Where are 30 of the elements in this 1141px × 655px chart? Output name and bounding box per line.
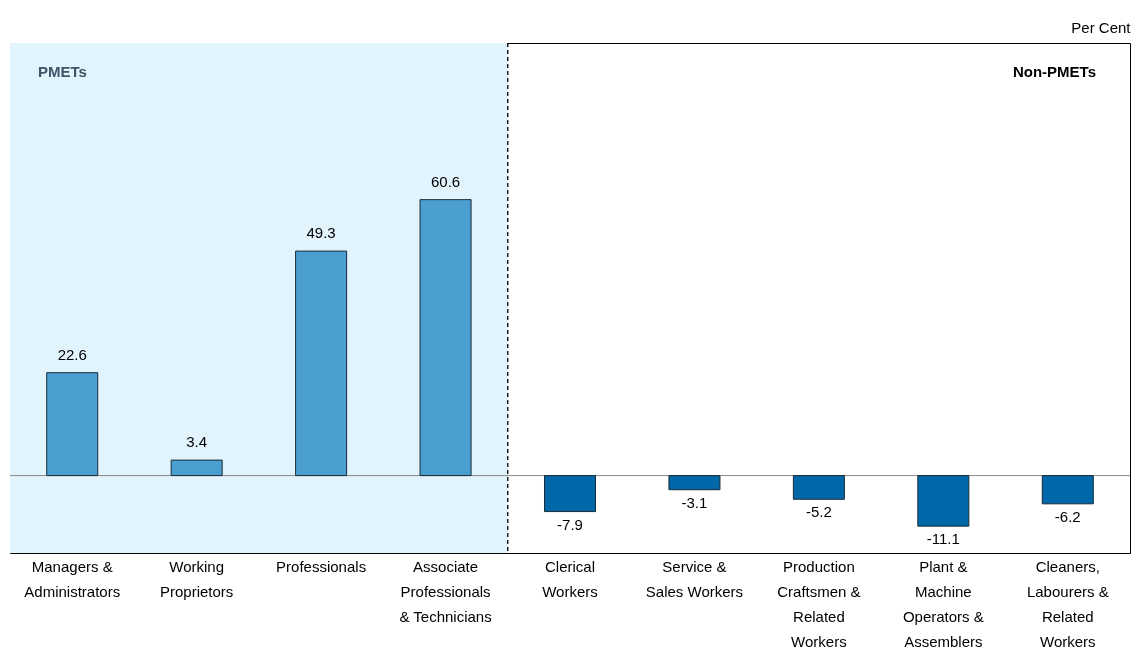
bar <box>419 199 472 477</box>
data-label: -7.9 <box>557 515 583 533</box>
annotation: Non-PMETs <box>1012 63 1096 80</box>
bar <box>46 372 99 477</box>
data-label: -11.1 <box>926 530 960 548</box>
bar <box>1041 475 1094 505</box>
bar <box>295 250 348 477</box>
band-label: PMETs <box>38 63 87 80</box>
data-label: 22.6 <box>57 345 87 363</box>
bar <box>668 475 721 491</box>
bar <box>170 459 223 477</box>
data-label: -5.2 <box>805 503 832 521</box>
bar <box>917 475 970 527</box>
x-tick-label: Production Craftsmen & Related Workers <box>777 557 861 650</box>
x-tick-label: Cleaners, Labourers & Related Workers <box>1026 557 1109 650</box>
x-tick-label: Plant & Machine Operators & Assemblers <box>902 557 984 650</box>
data-label: 60.6 <box>430 172 461 190</box>
x-tick-label: Working Proprietors <box>159 557 234 600</box>
bar <box>792 475 845 500</box>
data-label: -6.2 <box>1054 507 1081 525</box>
x-tick-label: Professionals <box>276 557 367 575</box>
data-label: 49.3 <box>306 224 336 242</box>
data-label: -3.1 <box>681 493 708 511</box>
y-axis-title: Per Cent <box>1071 18 1132 36</box>
x-tick-label: Managers & Administrators <box>24 557 121 600</box>
bar <box>543 475 597 513</box>
x-tick-label: Clerical Workers <box>542 557 598 600</box>
data-label: 3.4 <box>186 433 208 451</box>
x-tick-label: Service & Sales Workers <box>645 557 744 600</box>
x-tick-label: Associate Professionals & Technicians <box>399 557 492 625</box>
